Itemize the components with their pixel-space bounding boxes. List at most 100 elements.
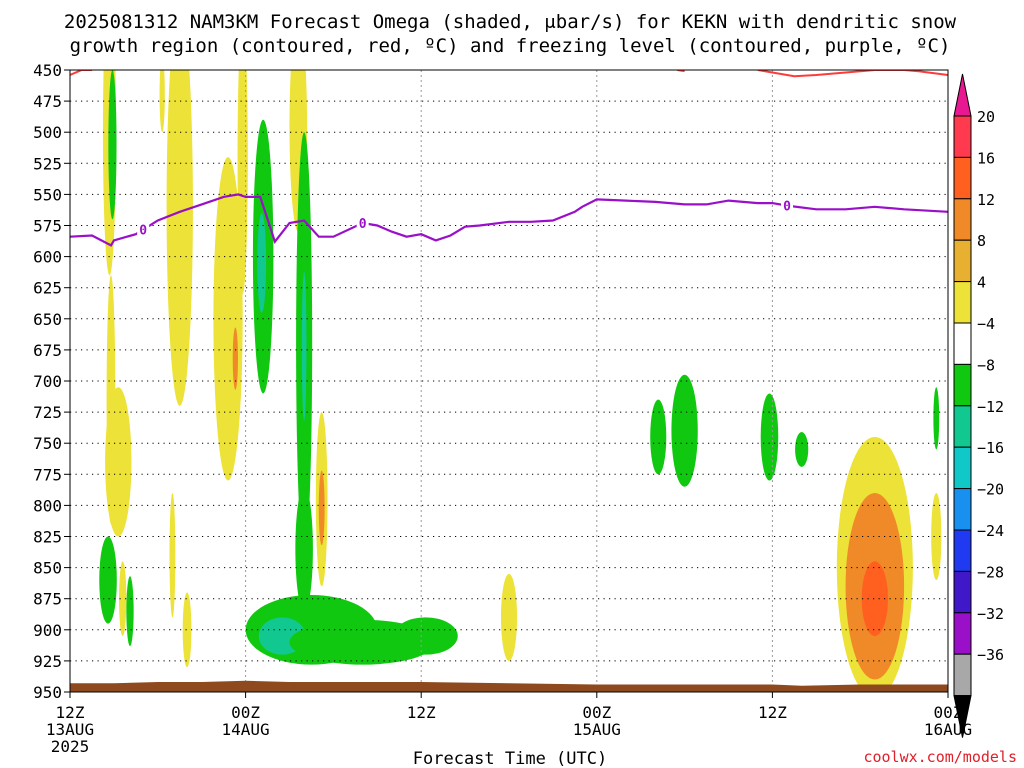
contour-lines: 0 0 0 <box>70 70 948 692</box>
omega-region-29 <box>760 393 779 481</box>
omega-region-6 <box>213 157 243 481</box>
y-tick-label-600: 600 <box>33 248 62 267</box>
chart-title-line2: growth region (contoured, red, ºC) and f… <box>70 35 951 57</box>
freezing-level-label-2: 0 <box>783 200 791 215</box>
colorbar-swatch-11 <box>953 570 972 614</box>
colorbar-label-2: 12 <box>977 191 995 209</box>
omega-region-30 <box>795 432 809 467</box>
omega-region-25 <box>393 617 458 655</box>
y-tick-label-575: 575 <box>33 217 62 236</box>
y-tick-label-725: 725 <box>33 403 62 422</box>
freezing-label-bg-2 <box>781 197 794 213</box>
surface-terrain <box>70 680 948 692</box>
omega-region-4 <box>159 70 165 133</box>
freezing-level-line <box>70 193 948 247</box>
omega-region-3 <box>106 275 116 525</box>
omega-region-19 <box>119 561 127 637</box>
colorbar-swatch-3 <box>953 239 972 283</box>
x-tick-label-3: 00Z <box>582 703 611 722</box>
omega-region-31 <box>933 387 940 450</box>
colorbar-swatch-7 <box>953 405 972 448</box>
freezing-label-bg-1 <box>356 215 369 231</box>
colorbar-swatch-13 <box>953 653 972 697</box>
grid-lines <box>70 70 948 692</box>
x-tick-label-2: 12Z <box>407 703 436 722</box>
colorbar-label-8: −16 <box>977 439 1004 457</box>
y-tick-label-650: 650 <box>33 310 62 329</box>
x-axis-label: Forecast Time (UTC) <box>413 749 607 768</box>
y-tick-label-550: 550 <box>33 185 62 204</box>
colorbar-label-12: −32 <box>977 605 1004 623</box>
omega-shading <box>99 70 942 692</box>
y-tick-label-475: 475 <box>33 92 62 111</box>
colorbar-top-cap <box>953 73 972 117</box>
omega-region-28 <box>671 374 698 487</box>
omega-region-16 <box>169 492 176 618</box>
y-tick-label-800: 800 <box>33 496 62 515</box>
colorbar-label-11: −28 <box>977 563 1004 581</box>
colorbar-label-1: 16 <box>977 149 995 167</box>
colorbar: 20 16 12 8 4 −4 −8 −12 −16 −20 −24 −28 −32 −36 <box>953 73 1004 738</box>
freezing-level-label-1: 0 <box>359 217 367 232</box>
chart-title-line1: 2025081312 NAM3KM Forecast Omega (shaded… <box>64 11 957 33</box>
omega-region-26 <box>500 573 518 661</box>
colorbar-swatch-1 <box>953 156 972 200</box>
dgz-contour-0 <box>70 70 92 76</box>
colorbar-swatch-8 <box>953 446 972 490</box>
y-tick-label-875: 875 <box>33 590 62 609</box>
omega-region-27 <box>650 399 667 475</box>
colorbar-label-5: −4 <box>977 315 995 333</box>
colorbar-label-6: −8 <box>977 356 995 374</box>
colorbar-label-13: −36 <box>977 646 1004 664</box>
y-tick-label-775: 775 <box>33 465 62 484</box>
y-tick-label-825: 825 <box>33 528 62 547</box>
x-tick-label-5: 00Z <box>934 703 963 722</box>
colorbar-swatch-4 <box>953 281 972 324</box>
watermark: coolwx.com/models <box>863 748 1017 766</box>
y-tick-label-850: 850 <box>33 559 62 578</box>
omega-region-13 <box>301 271 307 421</box>
x-tick-date-0: 13AUG <box>46 720 94 739</box>
y-tick-label-675: 675 <box>33 341 62 360</box>
y-tick-label-950: 950 <box>33 683 62 702</box>
colorbar-swatch-0 <box>953 115 972 158</box>
omega-region-5 <box>166 70 193 406</box>
omega-region-15 <box>318 470 325 546</box>
omega-region-1 <box>108 70 117 220</box>
x-tick-label-4: 12Z <box>758 703 787 722</box>
omega-region-11 <box>257 213 267 313</box>
colorbar-swatch-2 <box>953 198 972 241</box>
x-tick-label-1: 00Z <box>231 703 260 722</box>
omega-region-17 <box>182 592 192 668</box>
colorbar-swatch-10 <box>953 529 972 572</box>
colorbar-label-0: 20 <box>977 108 995 126</box>
x-tick-date-1: 14AUG <box>222 720 270 739</box>
colorbar-swatch-5 <box>953 322 972 365</box>
y-tick-label-450: 450 <box>33 61 62 80</box>
pressure-axis: 450 475 500 525 550 575 600 625 650 675 700 725 750 7… <box>33 61 70 702</box>
freezing-label-bg-0 <box>137 221 150 237</box>
colorbar-swatch-9 <box>953 488 972 531</box>
y-tick-label-500: 500 <box>33 123 62 142</box>
omega-region-8 <box>237 70 248 294</box>
omega-region-7 <box>232 327 238 390</box>
x-tick-date-3: 15AUG <box>573 720 621 739</box>
x-tick-year-0: 2025 <box>51 737 90 756</box>
omega-region-32 <box>931 492 942 581</box>
colorbar-label-4: 4 <box>977 274 986 292</box>
colorbar-swatch-12 <box>953 612 972 655</box>
x-tick-label-0: 12Z <box>56 703 85 722</box>
colorbar-swatch-6 <box>953 363 972 407</box>
y-tick-label-925: 925 <box>33 652 62 671</box>
freezing-level-label-0: 0 <box>139 224 147 239</box>
omega-region-36 <box>861 561 889 637</box>
y-tick-label-625: 625 <box>33 279 62 298</box>
omega-region-18 <box>99 536 117 624</box>
y-tick-label-700: 700 <box>33 372 62 391</box>
colorbar-label-3: 8 <box>977 232 986 250</box>
omega-region-20 <box>126 576 134 646</box>
omega-region-24 <box>295 486 313 612</box>
y-tick-label-750: 750 <box>33 434 62 453</box>
